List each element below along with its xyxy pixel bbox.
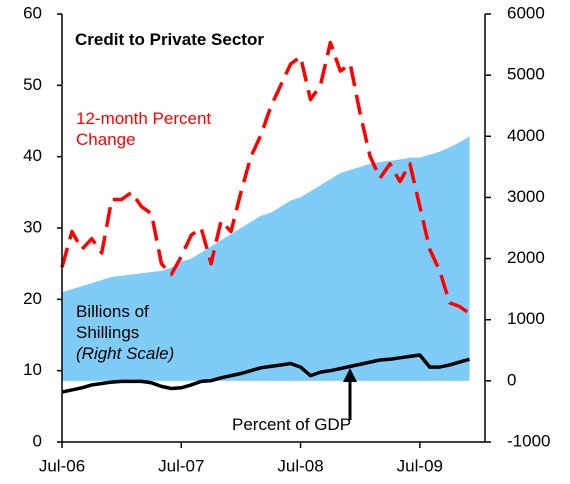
y2-tick-label: 4000 <box>507 126 545 145</box>
area <box>62 136 470 381</box>
y2-tick-label: 5000 <box>507 65 545 84</box>
y2-tick-label: 3000 <box>507 187 545 206</box>
series-label: Billions of Shillings <box>76 302 149 342</box>
chart-title: Credit to Private Sector <box>75 30 264 49</box>
x-tick-label: Jul-09 <box>397 456 443 475</box>
x-tick-label: Jul-07 <box>158 456 204 475</box>
line <box>61 353 471 394</box>
y-tick-label: 20 <box>23 289 42 308</box>
annotation: (Right Scale) <box>76 344 175 363</box>
x-tick-label: Jul-08 <box>277 456 323 475</box>
y2-tick-label: 2000 <box>507 248 545 267</box>
y-tick-label: 10 <box>23 360 42 379</box>
y2-tick-label: -1000 <box>507 431 550 450</box>
series-label: 12-month Percent Change <box>76 109 212 149</box>
y-tick-label: 60 <box>23 3 42 22</box>
y-tick-label: 0 <box>33 431 42 450</box>
annotation-arrowhead <box>343 368 357 382</box>
series-label: Percent of GDP <box>232 415 352 434</box>
x-tick-label: Jul-06 <box>39 456 85 475</box>
y2-tick-label: 1000 <box>507 309 545 328</box>
plot-area <box>60 40 471 394</box>
y2-tick-label: 0 <box>507 370 516 389</box>
y-tick-label: 50 <box>23 75 42 94</box>
line <box>60 40 471 316</box>
y-tick-label: 40 <box>23 146 42 165</box>
y2-tick-label: 6000 <box>507 3 545 22</box>
y-tick-label: 30 <box>23 217 42 236</box>
